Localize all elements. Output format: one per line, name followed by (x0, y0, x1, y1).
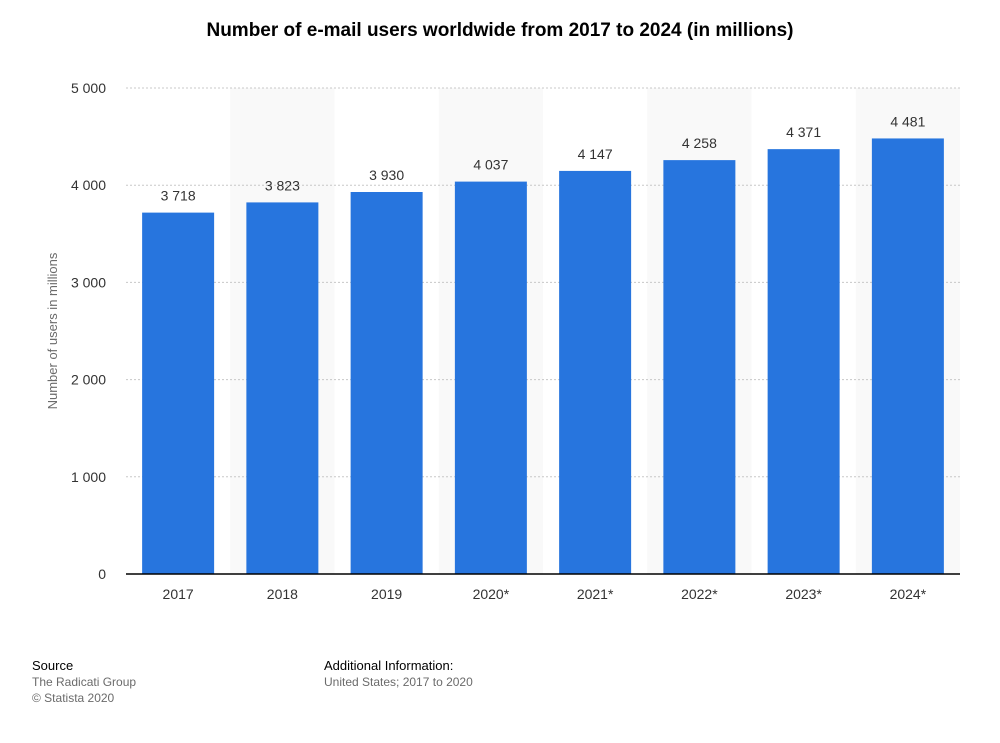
additional-info-block: Additional Information: United States; 2… (324, 658, 473, 690)
source-title: Source (32, 658, 74, 673)
value-label: 4 147 (578, 146, 613, 162)
y-tick-label: 0 (98, 566, 106, 582)
value-label: 4 037 (473, 157, 508, 173)
x-tick-label: 2020* (473, 586, 510, 602)
y-tick-label: 4 000 (71, 177, 106, 193)
x-tick-label: 2021* (577, 586, 614, 602)
source-line: The Radicati Group (32, 675, 137, 689)
bar (142, 212, 215, 574)
copyright-line: © Statista 2020 (32, 691, 115, 705)
bar (559, 170, 632, 574)
value-labels: 3 718 3 823 3 930 4 037 4 147 4 258 4 371 4 481 (161, 113, 926, 203)
chart-title: Number of e-mail users worldwide from 20… (206, 20, 794, 41)
x-tick-label: 2023* (785, 586, 822, 602)
y-tick-label: 1 000 (71, 469, 106, 485)
x-axis-ticks: 2017 2018 2019 2020* 2021* 2022* 2023* 2024* (163, 586, 927, 602)
x-tick-label: 2017 (163, 586, 194, 602)
value-label: 3 718 (161, 188, 196, 204)
bar (767, 149, 840, 574)
gridlines (126, 87, 960, 478)
bar (871, 138, 944, 575)
source-block: Source The Radicati Group © Statista 202… (32, 658, 136, 706)
value-label: 3 823 (265, 177, 300, 193)
y-tick-label: 5 000 (71, 80, 106, 96)
x-tick-label: 2022* (681, 586, 718, 602)
value-label: 4 481 (890, 113, 925, 129)
y-axis-ticks: 0 1 000 2 000 3 000 4 000 5 000 (71, 80, 106, 582)
bar (454, 181, 527, 574)
bar (663, 160, 736, 574)
y-axis-label: Number of users in millions (45, 252, 60, 409)
value-label: 3 930 (369, 167, 404, 183)
value-label: 4 258 (682, 135, 717, 151)
value-label: 4 371 (786, 124, 821, 140)
bar (350, 192, 423, 574)
additional-info-title: Additional Information: (324, 658, 454, 673)
bar (246, 202, 319, 574)
additional-info-line: United States; 2017 to 2020 (324, 675, 473, 689)
x-tick-label: 2024* (890, 586, 927, 602)
bars (142, 138, 944, 575)
x-tick-label: 2018 (267, 586, 298, 602)
y-tick-label: 2 000 (71, 372, 106, 388)
y-tick-label: 3 000 (71, 274, 106, 290)
x-tick-label: 2019 (371, 586, 402, 602)
